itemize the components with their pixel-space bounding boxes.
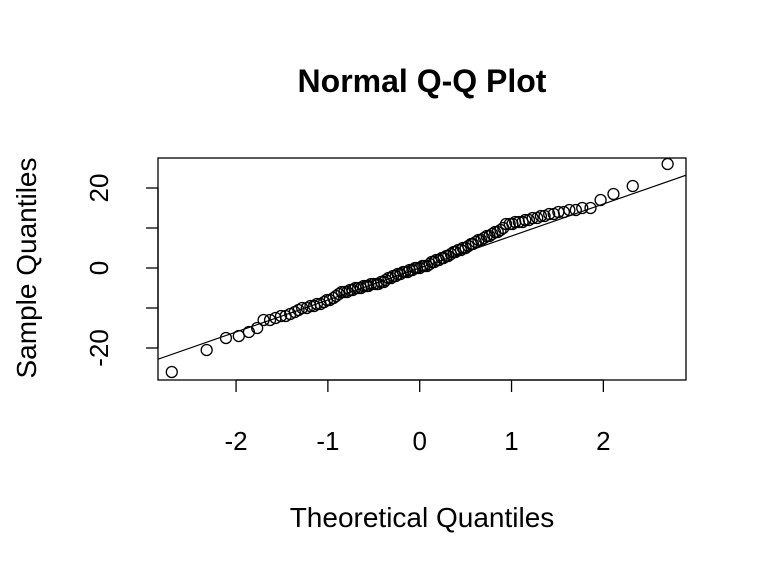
x-tick-label: 0 <box>412 426 426 456</box>
data-point <box>569 203 582 217</box>
data-point <box>557 205 571 219</box>
y-axis: -20 0 20 <box>84 174 159 367</box>
data-point <box>594 193 607 207</box>
chart-title: Normal Q-Q Plot <box>298 63 547 99</box>
data-point <box>584 201 597 215</box>
y-tick-label: -20 <box>84 329 114 367</box>
data-point <box>274 309 288 323</box>
data-point <box>257 313 270 327</box>
data-point <box>232 329 245 343</box>
data-point <box>526 211 539 225</box>
data-point <box>251 321 264 335</box>
data-point <box>296 301 309 315</box>
data-point <box>626 179 639 193</box>
data-point <box>338 285 351 299</box>
x-axis: -2 -1 0 1 2 <box>224 379 611 456</box>
data-point <box>263 313 277 327</box>
data-point <box>165 365 178 379</box>
data-point <box>346 283 359 297</box>
data-point <box>200 343 213 357</box>
data-point <box>377 275 391 289</box>
x-tick-label: 1 <box>504 426 518 456</box>
data-point <box>332 287 346 301</box>
y-tick-label: 0 <box>84 261 114 275</box>
data-point <box>576 201 589 215</box>
data-point <box>661 157 674 171</box>
data-point <box>499 217 513 231</box>
data-point <box>543 207 556 221</box>
data-point <box>563 203 576 217</box>
data-point <box>372 277 385 291</box>
data-point <box>420 259 434 273</box>
data-point <box>519 213 532 227</box>
x-axis-title: Theoretical Quantiles <box>290 502 555 533</box>
data-point <box>503 217 516 231</box>
data-point <box>219 331 233 345</box>
data-point <box>534 209 548 223</box>
y-tick-label: 20 <box>84 174 114 203</box>
x-tick-label: -1 <box>316 426 339 456</box>
x-tick-label: -2 <box>224 426 247 456</box>
plot-area <box>158 157 686 379</box>
y-axis-title: Sample Quantiles <box>11 157 42 378</box>
x-tick-label: 2 <box>596 426 610 456</box>
data-point <box>607 187 620 201</box>
